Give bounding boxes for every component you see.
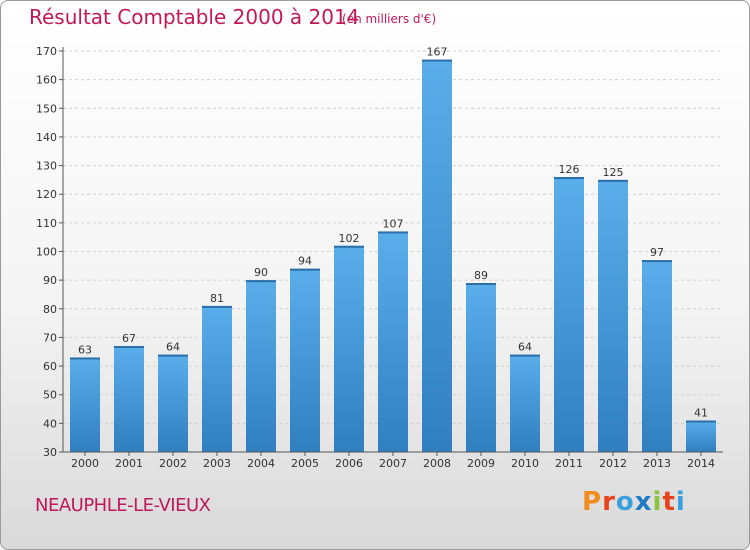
y-tick-label: 110	[36, 217, 57, 230]
x-tick-label: 2009	[467, 457, 495, 470]
bar-top-edge	[466, 283, 496, 286]
bar-top-edge	[422, 59, 452, 62]
data-label: 89	[474, 269, 488, 282]
data-label: 94	[298, 255, 312, 268]
data-label: 167	[427, 46, 448, 59]
bar-2012	[598, 179, 628, 452]
data-label: 81	[210, 292, 224, 305]
logo-letter: r	[602, 487, 616, 517]
y-tick-label: 140	[36, 131, 57, 144]
bar-top-edge	[334, 245, 364, 248]
x-tick-label: 2005	[291, 457, 319, 470]
bar-top-edge	[114, 346, 144, 349]
data-label: 90	[254, 266, 268, 279]
x-tick-label: 2003	[203, 457, 231, 470]
chart-title: Résultat Comptable 2000 à 2014	[29, 5, 360, 29]
y-axis: 30 40 50 60 70 80 90 100 110 120 130 140 150 160 170	[36, 45, 64, 459]
y-tick-label: 160	[36, 74, 57, 87]
x-tick-label: 2014	[687, 457, 715, 470]
x-tick-label: 2002	[159, 457, 187, 470]
y-tick-label: 170	[36, 45, 57, 58]
data-label: 126	[559, 163, 580, 176]
y-tick-label: 60	[43, 360, 57, 373]
bar-2008	[422, 59, 452, 452]
bar-2014	[686, 420, 716, 452]
bar-top-edge	[554, 177, 584, 180]
bar-2010	[510, 354, 540, 452]
proxiti-logo[interactable]: Proxiti	[582, 487, 686, 517]
x-axis: 2000 2001 2002 2003 2004 2005 2006 2007 2008 2009…	[63, 451, 723, 470]
bar-2013	[642, 260, 672, 452]
bar-top-edge	[246, 280, 276, 283]
y-tick-label: 80	[43, 303, 57, 316]
logo-letter: i	[675, 487, 686, 517]
data-label: 97	[650, 246, 664, 259]
x-tick-label: 2012	[599, 457, 627, 470]
y-tick-label: 50	[43, 389, 57, 402]
bar-2007	[378, 231, 408, 452]
x-tick-label: 2000	[71, 457, 99, 470]
x-tick-label: 2008	[423, 457, 451, 470]
logo-letter: x	[634, 487, 653, 517]
data-label: 102	[339, 232, 360, 245]
x-tick-label: 2013	[643, 457, 671, 470]
logo-letter: o	[615, 487, 635, 517]
y-tick-label: 150	[36, 102, 57, 115]
y-tick-label: 40	[43, 417, 57, 430]
y-tick-label: 100	[36, 246, 57, 259]
x-tick-label: 2004	[247, 457, 275, 470]
bar-2011	[554, 177, 584, 452]
y-tick-label: 30	[43, 446, 57, 459]
commune-name: NEAUPHLE-LE-VIEUX	[35, 495, 211, 516]
bar-top-edge	[158, 354, 188, 357]
x-tick-label: 2001	[115, 457, 143, 470]
y-tick-label: 120	[36, 188, 57, 201]
data-label: 64	[518, 341, 532, 354]
bar-2003	[202, 305, 232, 452]
bar-top-edge	[290, 268, 320, 271]
bar-top-edge	[202, 305, 232, 308]
bar-2009	[466, 283, 496, 452]
y-tick-label: 130	[36, 160, 57, 173]
bar-2002	[158, 354, 188, 452]
logo-letter: t	[662, 487, 676, 517]
data-label: 41	[694, 406, 708, 419]
bar-top-edge	[70, 357, 100, 360]
bars: 63 67 64 81 90 94 102 107 167 89 64 126 125 97 41	[70, 46, 716, 452]
logo-letter: P	[582, 487, 603, 517]
data-label: 67	[122, 332, 136, 345]
bar-top-edge	[642, 260, 672, 263]
y-tick-label: 70	[43, 331, 57, 344]
bar-2005	[290, 268, 320, 452]
bar-top-edge	[598, 179, 628, 182]
data-label: 107	[383, 217, 404, 230]
bar-2001	[114, 346, 144, 452]
x-tick-label: 2006	[335, 457, 363, 470]
bar-2004	[246, 280, 276, 452]
x-tick-label: 2011	[555, 457, 583, 470]
bar-top-edge	[510, 354, 540, 357]
logo-letter: i	[652, 487, 663, 517]
data-label: 63	[78, 343, 92, 356]
bar-2006	[334, 245, 364, 452]
bar-top-edge	[686, 420, 716, 423]
x-tick-label: 2007	[379, 457, 407, 470]
data-label: 64	[166, 341, 180, 354]
chart-subtitle: (en milliers d'€)	[342, 12, 437, 26]
x-tick-label: 2010	[511, 457, 539, 470]
bar-top-edge	[378, 231, 408, 234]
data-label: 125	[603, 166, 624, 179]
y-tick-label: 90	[43, 274, 57, 287]
bar-2000	[70, 357, 100, 452]
